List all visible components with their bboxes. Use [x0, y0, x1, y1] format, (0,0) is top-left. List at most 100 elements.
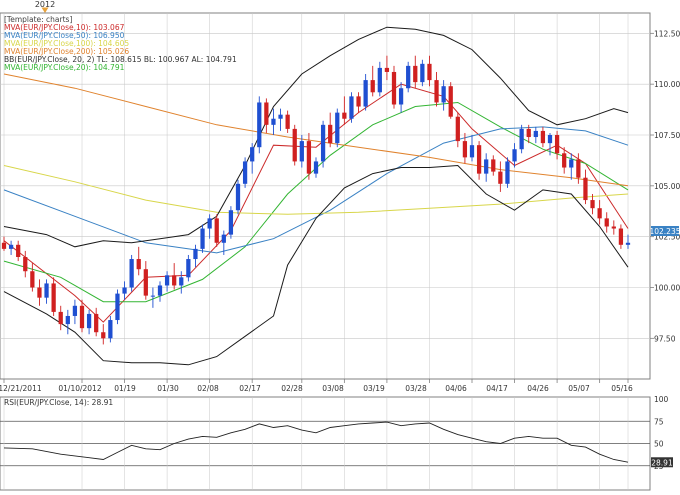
candle-body	[618, 228, 624, 245]
legend-item: MVA(EUR/JPY.Close,50): 106.950	[4, 31, 125, 40]
candle-body	[172, 275, 177, 286]
candle-body	[576, 159, 581, 178]
x-tick-label: 03/19	[363, 384, 385, 393]
x-axis: 12/21/2011 01/10/2012 01/19 01/30 02/08 02/17…	[0, 378, 650, 393]
candle-body	[462, 141, 468, 158]
candle-body	[79, 305, 85, 329]
rsi-y-axis: 10075502528.91	[651, 395, 673, 471]
candle-body	[476, 145, 482, 174]
candle-body	[562, 153, 567, 168]
candle-body	[23, 257, 28, 272]
candle-body	[228, 210, 234, 235]
candle-body	[108, 320, 113, 339]
candle-body	[257, 102, 262, 148]
candlestick-series	[1, 55, 631, 345]
candle-body	[65, 315, 70, 325]
candle-body	[37, 287, 42, 298]
candle-body	[16, 244, 21, 257]
candle-body	[285, 114, 290, 129]
candle-body	[398, 88, 404, 105]
overlay-line	[3, 164, 629, 366]
candle-body	[214, 218, 219, 243]
overlay-line	[3, 26, 629, 248]
rsi-legend: RSI(EUR/JPY.Close, 14): 28.91	[4, 398, 113, 407]
candle-body	[540, 130, 546, 144]
candle-body	[569, 159, 574, 168]
candle-body	[320, 124, 326, 162]
candle-body	[469, 145, 475, 158]
candle-body	[250, 147, 255, 162]
candle-body	[51, 283, 56, 312]
candle-body	[278, 114, 283, 119]
candle-body	[292, 128, 297, 162]
year-label: 2012	[35, 0, 55, 9]
y-tick-label: 100.00	[654, 284, 680, 293]
candle-body	[505, 161, 510, 184]
x-tick-label: 01/19	[114, 384, 136, 393]
candle-body	[583, 177, 588, 201]
candle-body	[363, 80, 368, 107]
legend-item: MVA(EUR/JPY.Close,10): 103.067	[4, 23, 125, 32]
candle-body	[271, 118, 276, 125]
candle-body	[512, 149, 517, 162]
candle-body	[441, 86, 446, 103]
year-marker-icon	[41, 7, 49, 13]
rsi-last-box	[651, 457, 673, 468]
y-tick-label: 105.00	[654, 182, 680, 191]
candle-body	[94, 313, 99, 333]
x-tick-label: 04/17	[486, 384, 508, 393]
candle-body	[356, 96, 361, 107]
legend-item: MVA(EUR/JPY.Close,20): 104.791	[4, 63, 125, 72]
rsi-tick-label: 50	[654, 440, 664, 449]
candle-body	[406, 65, 411, 89]
rsi-series	[3, 421, 629, 463]
candle-body	[533, 130, 538, 138]
candle-body	[625, 242, 631, 245]
candle-body	[264, 102, 269, 125]
candle-body	[242, 161, 248, 184]
x-tick-label: 01/10/2012	[58, 384, 101, 393]
candle-body	[115, 293, 120, 321]
x-tick-label: 02/17	[239, 384, 261, 393]
candle-body	[150, 295, 156, 297]
y-tick-label: 107.50	[654, 131, 680, 140]
candle-body	[611, 226, 616, 229]
candle-body	[207, 218, 212, 229]
x-tick-label: 12/21/2011	[0, 384, 42, 393]
x-tick-label: 03/28	[405, 384, 427, 393]
candle-body	[58, 311, 63, 325]
candle-body	[136, 259, 141, 270]
candle-body	[101, 332, 106, 339]
rsi-grid	[0, 397, 650, 490]
candle-body	[313, 161, 319, 174]
candle-body	[335, 112, 340, 144]
candle-body	[299, 141, 304, 162]
legend-item: MVA(EUR/JPY.Close,200): 105.026	[4, 47, 129, 56]
candle-body	[554, 135, 560, 154]
x-tick-label: 01/30	[157, 384, 179, 393]
legend-item: MVA(EUR/JPY.Close,100): 104.605	[4, 39, 129, 48]
y-tick-label: 97.50	[654, 334, 676, 343]
main-plot-frame	[0, 12, 651, 380]
x-tick-label: 05/16	[611, 384, 633, 393]
rsi-line	[3, 421, 629, 463]
candle-body	[455, 116, 460, 142]
candle-body	[179, 277, 184, 286]
legend-title: [Template: charts]	[4, 15, 72, 24]
legend: MVA(EUR/JPY.Close,10): 103.067MVA(EUR/JP…	[4, 23, 237, 72]
overlay-line	[3, 126, 629, 254]
rsi-tick-label: 75	[654, 417, 664, 426]
y-tick-label: 112.50	[654, 29, 680, 38]
x-tick-label: 02/28	[281, 384, 303, 393]
candle-body	[384, 67, 390, 72]
candle-body	[597, 208, 602, 219]
y-tick-label: 102.50	[654, 233, 680, 242]
candle-body	[484, 159, 489, 174]
overlay-line	[3, 165, 629, 215]
candle-body	[491, 159, 496, 172]
candle-body	[391, 71, 397, 105]
candle-body	[8, 244, 14, 249]
candle-body	[86, 313, 92, 329]
